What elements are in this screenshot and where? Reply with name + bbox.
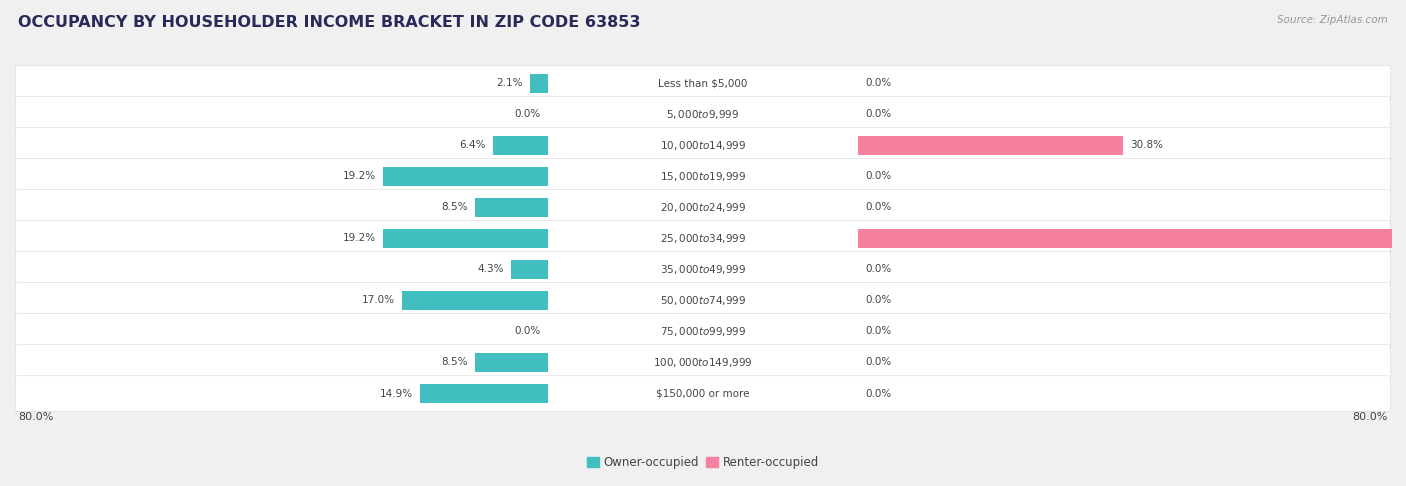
Text: $50,000 to $74,999: $50,000 to $74,999 <box>659 294 747 307</box>
Text: 0.0%: 0.0% <box>515 327 541 336</box>
Bar <box>382 229 548 248</box>
Text: 4.3%: 4.3% <box>478 264 505 275</box>
Text: 0.0%: 0.0% <box>865 109 891 119</box>
Text: 0.0%: 0.0% <box>865 358 891 367</box>
Text: 0.0%: 0.0% <box>865 78 891 88</box>
Bar <box>510 260 548 279</box>
Text: 17.0%: 17.0% <box>361 295 395 305</box>
FancyBboxPatch shape <box>15 221 1391 256</box>
Text: $100,000 to $149,999: $100,000 to $149,999 <box>654 356 752 369</box>
Text: $5,000 to $9,999: $5,000 to $9,999 <box>666 108 740 121</box>
Text: OCCUPANCY BY HOUSEHOLDER INCOME BRACKET IN ZIP CODE 63853: OCCUPANCY BY HOUSEHOLDER INCOME BRACKET … <box>18 15 641 30</box>
Text: $75,000 to $99,999: $75,000 to $99,999 <box>659 325 747 338</box>
FancyBboxPatch shape <box>15 66 1391 101</box>
FancyBboxPatch shape <box>15 345 1391 380</box>
Text: 0.0%: 0.0% <box>865 202 891 212</box>
FancyBboxPatch shape <box>15 97 1391 132</box>
Text: Less than $5,000: Less than $5,000 <box>658 78 748 88</box>
Text: 0.0%: 0.0% <box>515 109 541 119</box>
FancyBboxPatch shape <box>15 158 1391 194</box>
FancyBboxPatch shape <box>15 127 1391 163</box>
Text: $20,000 to $24,999: $20,000 to $24,999 <box>659 201 747 214</box>
Text: 6.4%: 6.4% <box>460 140 486 150</box>
Text: $35,000 to $49,999: $35,000 to $49,999 <box>659 263 747 276</box>
Text: $25,000 to $34,999: $25,000 to $34,999 <box>659 232 747 245</box>
Text: 19.2%: 19.2% <box>343 233 375 243</box>
Text: 19.2%: 19.2% <box>343 171 375 181</box>
Text: 8.5%: 8.5% <box>441 202 468 212</box>
Text: 2.1%: 2.1% <box>496 78 523 88</box>
Text: 30.8%: 30.8% <box>1130 140 1163 150</box>
Text: $150,000 or more: $150,000 or more <box>657 388 749 399</box>
FancyBboxPatch shape <box>15 283 1391 318</box>
Text: 80.0%: 80.0% <box>18 412 53 422</box>
Bar <box>475 353 548 372</box>
Text: 80.0%: 80.0% <box>1353 412 1388 422</box>
Legend: Owner-occupied, Renter-occupied: Owner-occupied, Renter-occupied <box>582 451 824 473</box>
Text: 0.0%: 0.0% <box>865 388 891 399</box>
Text: 0.0%: 0.0% <box>865 295 891 305</box>
Text: $10,000 to $14,999: $10,000 to $14,999 <box>659 139 747 152</box>
Text: 14.9%: 14.9% <box>380 388 413 399</box>
FancyBboxPatch shape <box>15 376 1391 411</box>
Text: 8.5%: 8.5% <box>441 358 468 367</box>
FancyBboxPatch shape <box>15 190 1391 225</box>
FancyBboxPatch shape <box>15 252 1391 287</box>
Text: 0.0%: 0.0% <box>865 171 891 181</box>
FancyBboxPatch shape <box>15 314 1391 349</box>
Bar <box>858 229 1406 248</box>
Text: 0.0%: 0.0% <box>865 327 891 336</box>
Text: Source: ZipAtlas.com: Source: ZipAtlas.com <box>1277 15 1388 25</box>
Bar <box>419 384 548 403</box>
Bar <box>530 73 548 93</box>
Text: $15,000 to $19,999: $15,000 to $19,999 <box>659 170 747 183</box>
Bar <box>494 136 548 155</box>
Bar <box>402 291 548 310</box>
Text: 0.0%: 0.0% <box>865 264 891 275</box>
Bar <box>475 198 548 217</box>
Bar <box>382 167 548 186</box>
Bar <box>858 136 1123 155</box>
